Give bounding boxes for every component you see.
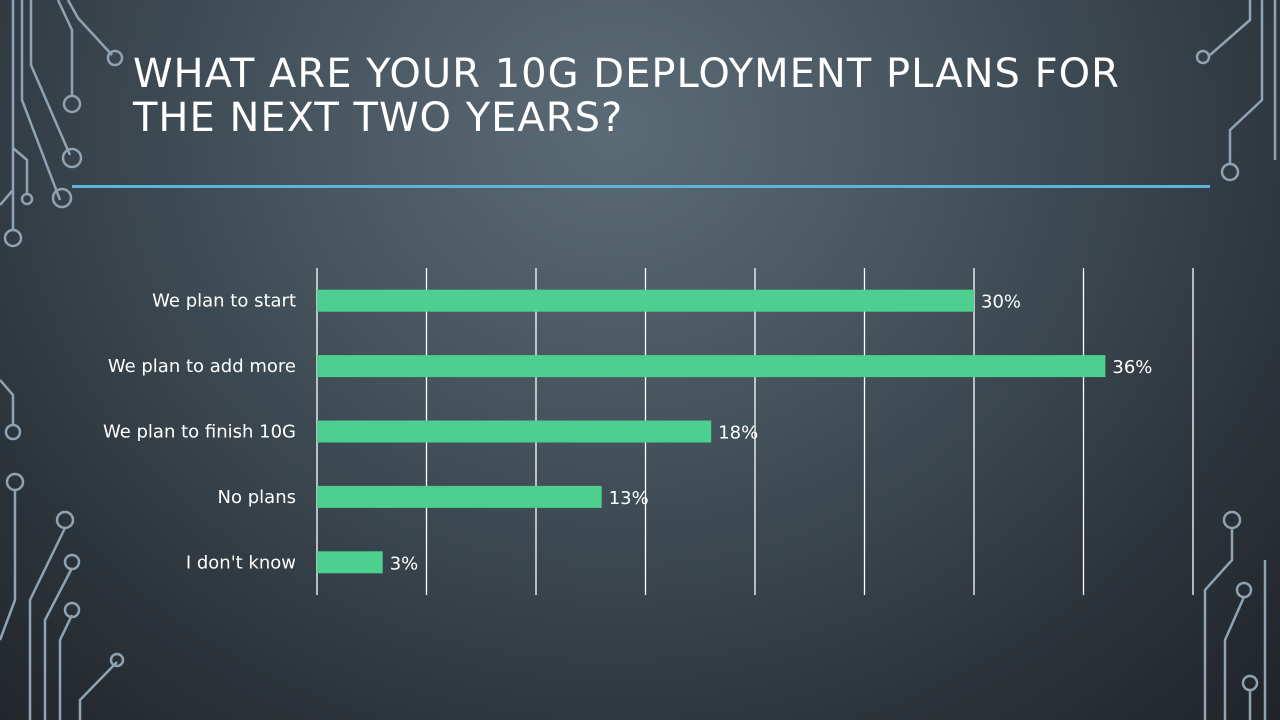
data-label: 18% — [718, 423, 758, 444]
category-label: We plan to start — [152, 291, 296, 312]
data-label: 3% — [390, 553, 419, 574]
data-label: 13% — [609, 488, 649, 509]
data-label: 30% — [981, 292, 1021, 313]
category-label: We plan to add more — [108, 356, 296, 377]
category-label: We plan to finish 10G — [103, 422, 296, 443]
slide-title: WHAT ARE YOUR 10G DEPLOYMENT PLANS FOR T… — [133, 51, 1120, 141]
bar — [317, 420, 712, 443]
category-label: I don't know — [186, 552, 296, 573]
data-label: 36% — [1112, 357, 1152, 378]
bar — [317, 289, 974, 312]
bar — [317, 485, 602, 508]
category-label: No plans — [218, 487, 296, 508]
bar — [317, 355, 1106, 378]
title-underline — [72, 185, 1210, 188]
bar — [317, 551, 383, 574]
